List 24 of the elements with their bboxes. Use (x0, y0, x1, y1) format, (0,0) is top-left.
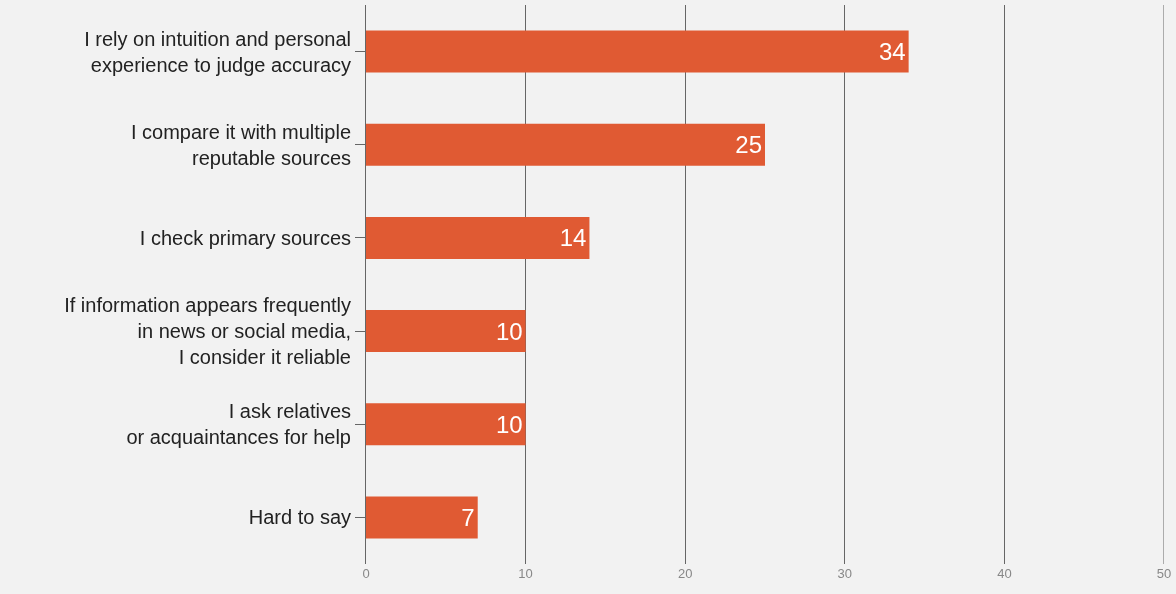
data-label: 34 (878, 38, 906, 66)
data-label: 10 (495, 317, 523, 345)
x-tick-label: 10 (518, 566, 533, 581)
data-label: 14 (559, 224, 587, 252)
bar (366, 30, 909, 73)
bar (366, 496, 478, 539)
bar (366, 123, 765, 166)
x-tick-label: 30 (837, 566, 853, 581)
bar (366, 403, 526, 446)
bar (366, 216, 590, 259)
x-tick-label: 40 (997, 566, 1012, 581)
y-tick-label: If information appears frequently in news or social media, I consider it reliable (64, 294, 351, 369)
bar (366, 310, 526, 353)
x-tick-label: 0 (362, 566, 370, 581)
y-tick-label: I rely on intuition and personal experience to judge accuracy (84, 27, 351, 76)
data-label: 10 (495, 410, 523, 438)
data-label: 25 (735, 131, 762, 159)
y-tick-label: I compare it with multiple reputable sources (130, 120, 351, 169)
x-tick-label: 50 (1156, 566, 1172, 581)
data-label: 7 (461, 503, 475, 531)
y-tick-label: I ask relatives or acquaintances for help (126, 400, 351, 449)
x-tick-label: 20 (677, 566, 693, 581)
y-tick-label: I check primary sources (139, 226, 351, 249)
y-tick-label: Hard to say (248, 506, 351, 529)
